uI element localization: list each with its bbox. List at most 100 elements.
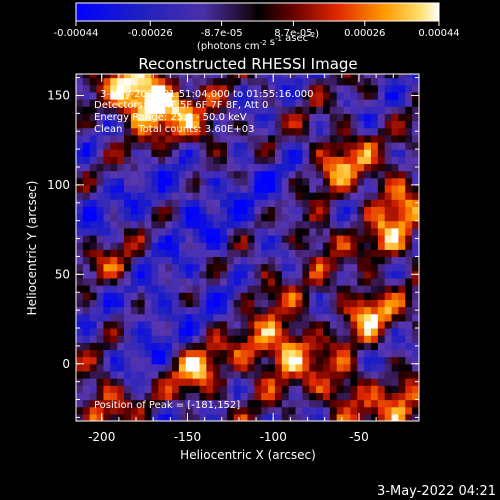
heatmap-cell (130, 242, 139, 250)
heatmap-cell (384, 177, 393, 186)
heatmap-cell (377, 170, 386, 179)
heatmap-cell (172, 256, 180, 265)
heatmap-cell (391, 249, 400, 258)
heatmap-cell (233, 91, 242, 100)
heatmap-cell (144, 385, 153, 393)
heatmap-cell (137, 378, 146, 386)
heatmap-cell (398, 74, 406, 79)
heatmap-cell (316, 170, 324, 179)
heatmap-cell (110, 99, 118, 107)
heatmap-cell (343, 335, 351, 343)
heatmap-cell (302, 313, 310, 322)
heatmap-cell (261, 206, 269, 215)
heatmap-cell (103, 206, 111, 215)
heatmap-cell (76, 335, 84, 343)
heatmap-cell (144, 234, 153, 243)
heatmap-cell (336, 77, 345, 86)
heatmap-cell (309, 163, 317, 172)
heatmap-cell (220, 277, 228, 286)
heatmap-cell (151, 256, 159, 265)
heatmap-cell (137, 220, 146, 229)
heatmap-cell (412, 156, 419, 165)
heatmap-cell (192, 320, 201, 329)
heatmap-cell (384, 399, 393, 408)
heatmap-cell (165, 256, 173, 265)
heatmap-cell (137, 392, 146, 401)
heatmap-cell (151, 363, 159, 372)
heatmap-cell (329, 206, 338, 215)
heatmap-cell (82, 74, 91, 79)
heatmap-cell (322, 206, 331, 215)
heatmap-cell (268, 399, 276, 408)
heatmap-cell (377, 120, 386, 129)
heatmap-cell (268, 406, 276, 415)
heatmap-cell (302, 256, 310, 265)
heatmap-cell (226, 270, 235, 279)
heatmap-cell (117, 213, 125, 222)
heatmap-cell (220, 270, 228, 279)
heatmap-cell (302, 299, 310, 308)
heatmap-cell (117, 227, 125, 236)
heatmap-cell (89, 242, 98, 250)
heatmap-cell (391, 406, 400, 415)
heatmap-cell (309, 270, 317, 279)
heatmap-cell (172, 399, 180, 408)
heatmap-cell (309, 99, 317, 107)
heatmap-cell (268, 120, 276, 129)
heatmap-cell (233, 313, 242, 322)
heatmap-cell (178, 242, 187, 250)
heatmap-cell (213, 113, 221, 122)
heatmap-cell (350, 413, 358, 421)
heatmap-cell (178, 413, 187, 421)
heatmap-cell (391, 220, 400, 229)
heatmap-cell (370, 306, 379, 315)
heatmap-cell (405, 263, 413, 272)
heatmap-cell (247, 199, 255, 207)
heatmap-cell (261, 356, 269, 365)
heatmap-cell (178, 213, 187, 222)
heatmap-cell (144, 406, 153, 415)
heatmap-cell (96, 342, 105, 351)
heatmap-cell (89, 74, 98, 79)
heatmap-cell (89, 134, 98, 143)
heatmap-cell (316, 320, 324, 329)
heatmap-cell (206, 170, 214, 179)
heatmap-cell (178, 342, 187, 351)
heatmap-cell (391, 378, 400, 386)
heatmap-cell (165, 342, 173, 351)
heatmap-cell (192, 99, 201, 107)
heatmap-cell (261, 385, 269, 393)
heatmap-cell (192, 277, 201, 286)
heatmap-cell (357, 213, 365, 222)
heatmap-cell (144, 120, 153, 129)
heatmap-cell (350, 220, 358, 229)
heatmap-cell (357, 234, 365, 243)
heatmap-cell (274, 91, 283, 100)
heatmap-cell (165, 84, 173, 93)
heatmap-cell (110, 149, 118, 157)
heatmap-cell (82, 385, 91, 393)
heatmap-cell (220, 256, 228, 265)
heatmap-cell (213, 192, 221, 200)
heatmap-cell (268, 292, 276, 300)
heatmap-cell (151, 378, 159, 386)
heatmap-cell (357, 313, 365, 322)
heatmap-cell (192, 385, 201, 393)
heatmap-cell (322, 192, 331, 200)
heatmap-cell (261, 263, 269, 272)
heatmap-cell (240, 392, 249, 401)
heatmap-cell (322, 177, 331, 186)
heatmap-cell (364, 234, 372, 243)
heatmap-cell (288, 413, 297, 421)
heatmap-cell (322, 184, 331, 193)
heatmap-cell (295, 134, 303, 143)
heatmap-cell (82, 127, 91, 136)
heatmap-cell (391, 327, 400, 336)
heatmap-cell (274, 356, 283, 365)
heatmap-cell (76, 206, 84, 215)
heatmap-cell (220, 74, 228, 79)
heatmap-cell (405, 256, 413, 265)
heatmap-cell (370, 192, 379, 200)
heatmap-cell (247, 392, 255, 401)
heatmap-cell (82, 213, 91, 222)
